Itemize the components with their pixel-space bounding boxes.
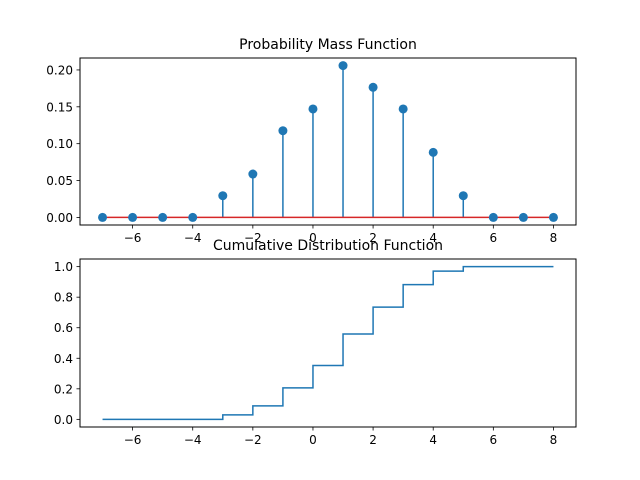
cdf-y-ticks: 0.0 0.2 0.4 0.6 0.8 1.0 bbox=[54, 260, 80, 427]
cdf-x-tick-label: −4 bbox=[184, 433, 202, 447]
pmf-x-tick-label: 0 bbox=[309, 231, 317, 245]
pmf-title: Probability Mass Function bbox=[239, 37, 417, 53]
pmf-marker bbox=[488, 212, 498, 222]
pmf-y-ticks: 0.00 0.05 0.10 0.15 0.20 bbox=[46, 63, 80, 225]
cdf-axes: −6 −4 −2 0 2 4 6 8 0.0 0.2 0.4 0.6 0.8 1.0 bbox=[54, 258, 577, 447]
pmf-marker bbox=[458, 191, 468, 201]
cdf-x-ticks: −6 −4 −2 0 2 4 6 8 bbox=[124, 427, 558, 447]
cdf-x-tick-label: 8 bbox=[550, 433, 558, 447]
cdf-x-tick-label: −6 bbox=[124, 433, 142, 447]
pmf-axes: −6 −4 −2 0 2 4 6 8 0.00 0.05 0.10 0.15 0.20 bbox=[46, 57, 577, 245]
pmf-marker bbox=[188, 212, 198, 222]
pmf-y-tick-label: 0.05 bbox=[46, 174, 73, 188]
pmf-x-tick-label: 2 bbox=[369, 231, 377, 245]
pmf-marker bbox=[278, 126, 288, 136]
pmf-marker bbox=[248, 169, 258, 179]
cdf-x-tick-label: 2 bbox=[369, 433, 377, 447]
pmf-x-tick-label: 4 bbox=[429, 231, 437, 245]
pmf-x-tick-label: −6 bbox=[124, 231, 142, 245]
pmf-marker bbox=[368, 82, 378, 92]
pmf-marker bbox=[338, 61, 348, 71]
pmf-marker bbox=[128, 212, 138, 222]
pmf-x-ticks: −6 −4 −2 0 2 4 6 8 bbox=[124, 225, 558, 245]
pmf-marker bbox=[548, 212, 558, 222]
pmf-x-tick-label: −2 bbox=[244, 231, 262, 245]
pmf-y-tick-label: 0.15 bbox=[46, 100, 73, 114]
cdf-title: Cumulative Distribution Function bbox=[213, 238, 443, 254]
pmf-marker bbox=[398, 104, 408, 114]
pmf-marker bbox=[158, 212, 168, 222]
cdf-y-tick-label: 0.6 bbox=[54, 321, 73, 335]
cdf-x-tick-label: 4 bbox=[429, 433, 437, 447]
pmf-marker bbox=[428, 147, 438, 157]
cdf-y-tick-label: 0.0 bbox=[54, 413, 73, 427]
cdf-y-tick-label: 1.0 bbox=[54, 260, 73, 274]
pmf-marker bbox=[218, 191, 228, 201]
cdf-y-tick-label: 0.4 bbox=[54, 352, 73, 366]
pmf-marker bbox=[308, 104, 318, 114]
cdf-axes-frame bbox=[79, 258, 577, 428]
pmf-x-tick-label: 8 bbox=[550, 231, 558, 245]
pmf-x-tick-label: −4 bbox=[184, 231, 202, 245]
pmf-x-tick-label: 6 bbox=[490, 231, 498, 245]
cdf-marks bbox=[102, 265, 554, 421]
pmf-y-tick-label: 0.20 bbox=[46, 63, 73, 77]
cdf-x-tick-label: −2 bbox=[244, 433, 262, 447]
pmf-marker bbox=[98, 212, 108, 222]
pmf-axes-frame bbox=[79, 57, 577, 226]
pmf-marks bbox=[98, 61, 558, 222]
cdf-y-tick-label: 0.8 bbox=[54, 291, 73, 305]
cdf-x-tick-label: 0 bbox=[309, 433, 317, 447]
pmf-marker bbox=[518, 212, 528, 222]
cdf-y-tick-label: 0.2 bbox=[54, 382, 73, 396]
cdf-x-tick-label: 6 bbox=[490, 433, 498, 447]
pmf-y-tick-label: 0.00 bbox=[46, 211, 73, 225]
cdf-step-line bbox=[102, 265, 554, 421]
pmf-y-tick-label: 0.10 bbox=[46, 137, 73, 151]
